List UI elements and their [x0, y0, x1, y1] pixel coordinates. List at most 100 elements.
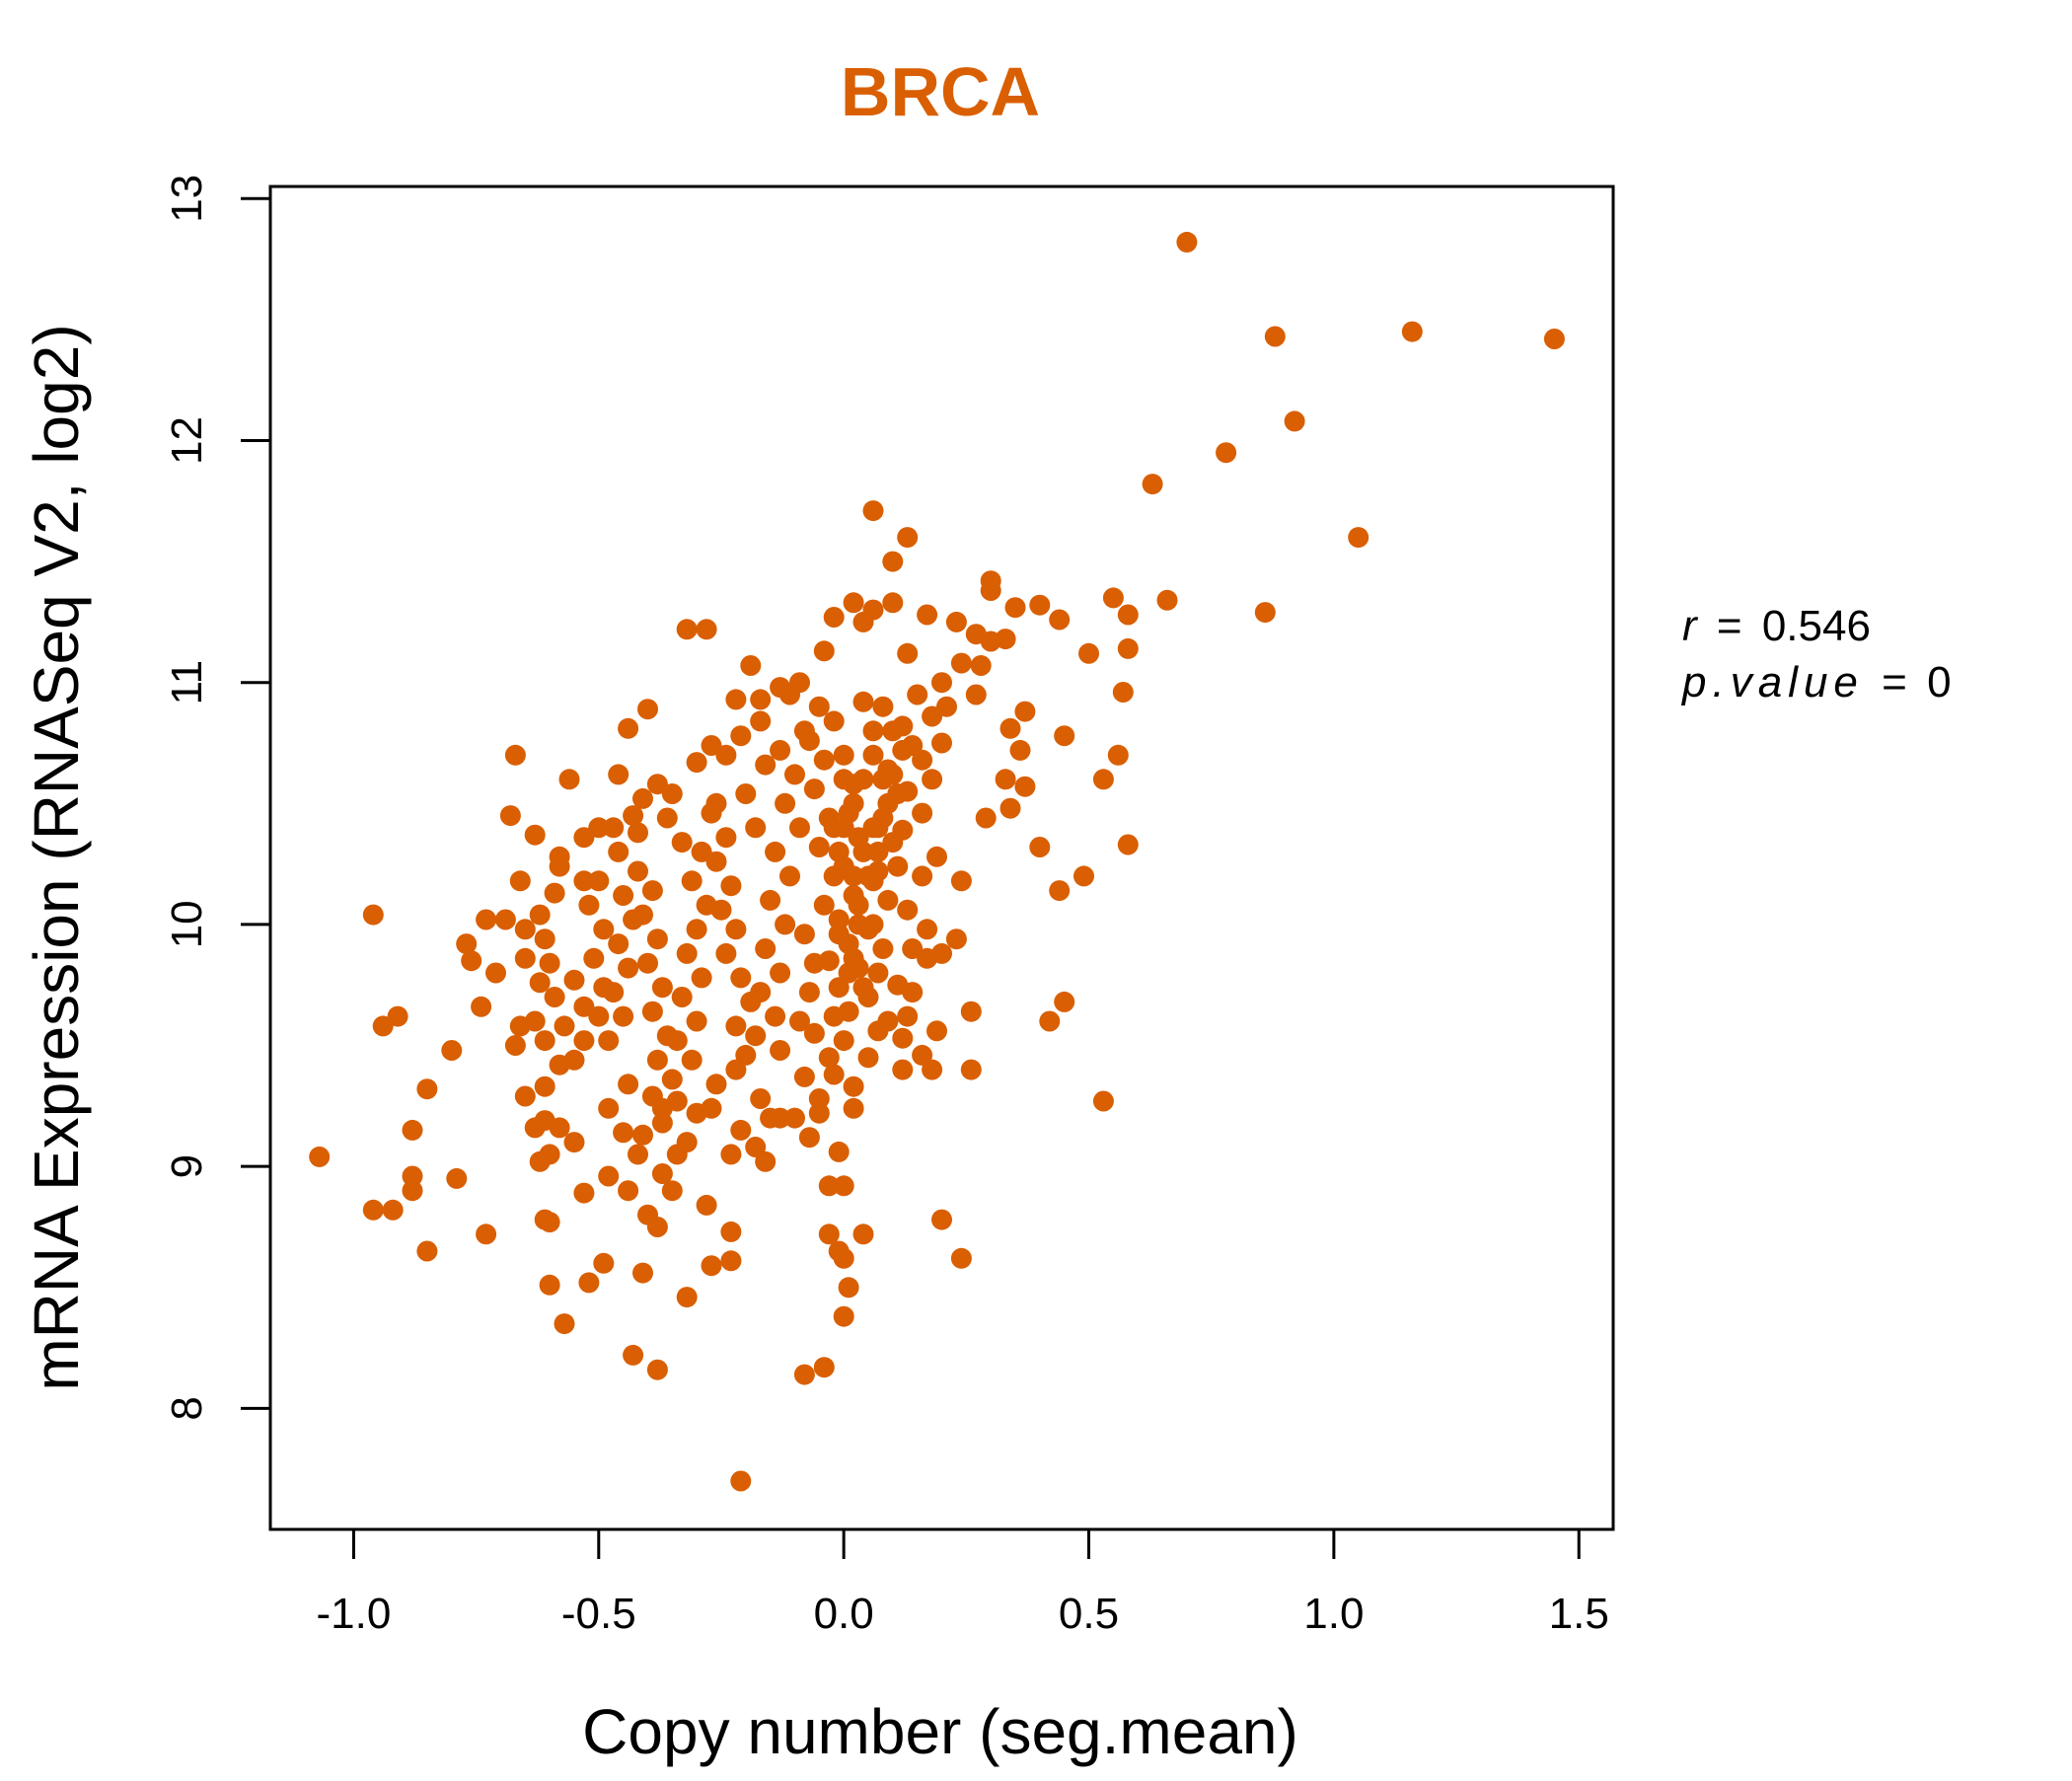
- data-point: [775, 792, 796, 814]
- data-point: [945, 611, 967, 632]
- data-point: [1009, 739, 1031, 761]
- data-point: [867, 841, 889, 862]
- data-point: [1176, 231, 1198, 253]
- data-point: [833, 744, 854, 766]
- data-point: [646, 928, 668, 950]
- data-point: [867, 962, 889, 984]
- data-point: [573, 1182, 595, 1204]
- data-point: [362, 1199, 384, 1221]
- data-point: [755, 1150, 777, 1172]
- data-point: [907, 684, 928, 705]
- data-point: [554, 1015, 575, 1037]
- data-point: [623, 1344, 644, 1366]
- data-point: [793, 1066, 815, 1087]
- data-point: [416, 1078, 438, 1100]
- data-point: [661, 1180, 683, 1202]
- data-point: [598, 1097, 620, 1119]
- data-point: [651, 1112, 673, 1134]
- data-point: [1102, 587, 1124, 609]
- x-tick-label: 0.5: [1059, 1590, 1119, 1638]
- data-point: [608, 841, 629, 862]
- data-point: [514, 1085, 536, 1107]
- data-point: [838, 962, 859, 984]
- data-point: [852, 691, 874, 712]
- data-point: [798, 1127, 820, 1149]
- data-point: [770, 1107, 791, 1129]
- data-point: [485, 962, 506, 984]
- data-point: [1156, 589, 1178, 611]
- data-point: [1543, 329, 1565, 349]
- data-point: [770, 739, 791, 761]
- data-point: [897, 642, 919, 664]
- data-point: [926, 846, 947, 867]
- data-point: [745, 1025, 767, 1047]
- data-point: [813, 640, 835, 662]
- data-point: [583, 947, 605, 969]
- data-point: [912, 802, 933, 824]
- data-point: [828, 909, 850, 930]
- data-point: [798, 982, 820, 1003]
- data-point: [833, 1305, 854, 1327]
- data-point: [524, 1010, 546, 1032]
- data-point: [917, 919, 938, 940]
- data-point: [637, 699, 658, 720]
- data-point: [618, 957, 639, 979]
- data-point: [705, 1074, 727, 1095]
- data-point: [578, 1272, 600, 1294]
- data-point: [593, 977, 615, 999]
- data-point: [1049, 609, 1071, 631]
- data-point: [808, 696, 830, 717]
- data-point: [818, 1047, 840, 1069]
- data-point: [715, 744, 737, 766]
- data-point: [740, 991, 762, 1012]
- data-point: [793, 924, 815, 945]
- data-point: [936, 696, 957, 717]
- data-point: [632, 787, 653, 809]
- data-point: [554, 1313, 575, 1335]
- data-point: [813, 1357, 835, 1378]
- data-point: [618, 1180, 639, 1202]
- data-point: [544, 882, 565, 904]
- data-point: [588, 817, 610, 839]
- data-point: [573, 1030, 595, 1052]
- data-point: [877, 889, 899, 911]
- data-point: [588, 1005, 610, 1027]
- data-point: [623, 805, 644, 827]
- data-point: [686, 1010, 707, 1032]
- data-point: [656, 1025, 678, 1047]
- data-point: [745, 817, 767, 839]
- data-point: [823, 710, 845, 732]
- data-point: [402, 1180, 423, 1202]
- data-point: [922, 1059, 943, 1080]
- data-point: [514, 919, 536, 940]
- data-point: [563, 969, 585, 991]
- data-point: [730, 967, 752, 989]
- data-point: [1254, 602, 1276, 624]
- data-point: [456, 933, 478, 955]
- data-point: [696, 894, 717, 916]
- data-point: [735, 1044, 757, 1066]
- data-point: [862, 720, 884, 742]
- data-point: [760, 889, 781, 911]
- data-point: [960, 1001, 982, 1022]
- data-point: [1049, 880, 1071, 902]
- data-point: [529, 1150, 551, 1172]
- data-point: [613, 1122, 634, 1144]
- data-point: [524, 1117, 546, 1139]
- data-point: [862, 914, 884, 935]
- data-point: [705, 851, 727, 872]
- data-point: [922, 705, 943, 727]
- x-axis-label: Copy number (seg.mean): [582, 1696, 1298, 1767]
- data-point: [818, 1224, 840, 1245]
- data-point: [666, 1090, 688, 1112]
- data-point: [573, 870, 595, 892]
- data-point: [740, 655, 762, 676]
- data-point: [681, 870, 703, 892]
- data-point: [476, 909, 497, 930]
- data-point: [1078, 642, 1099, 664]
- data-point: [1401, 321, 1423, 342]
- data-point: [656, 807, 678, 829]
- data-point: [646, 1049, 668, 1071]
- data-point: [775, 914, 796, 935]
